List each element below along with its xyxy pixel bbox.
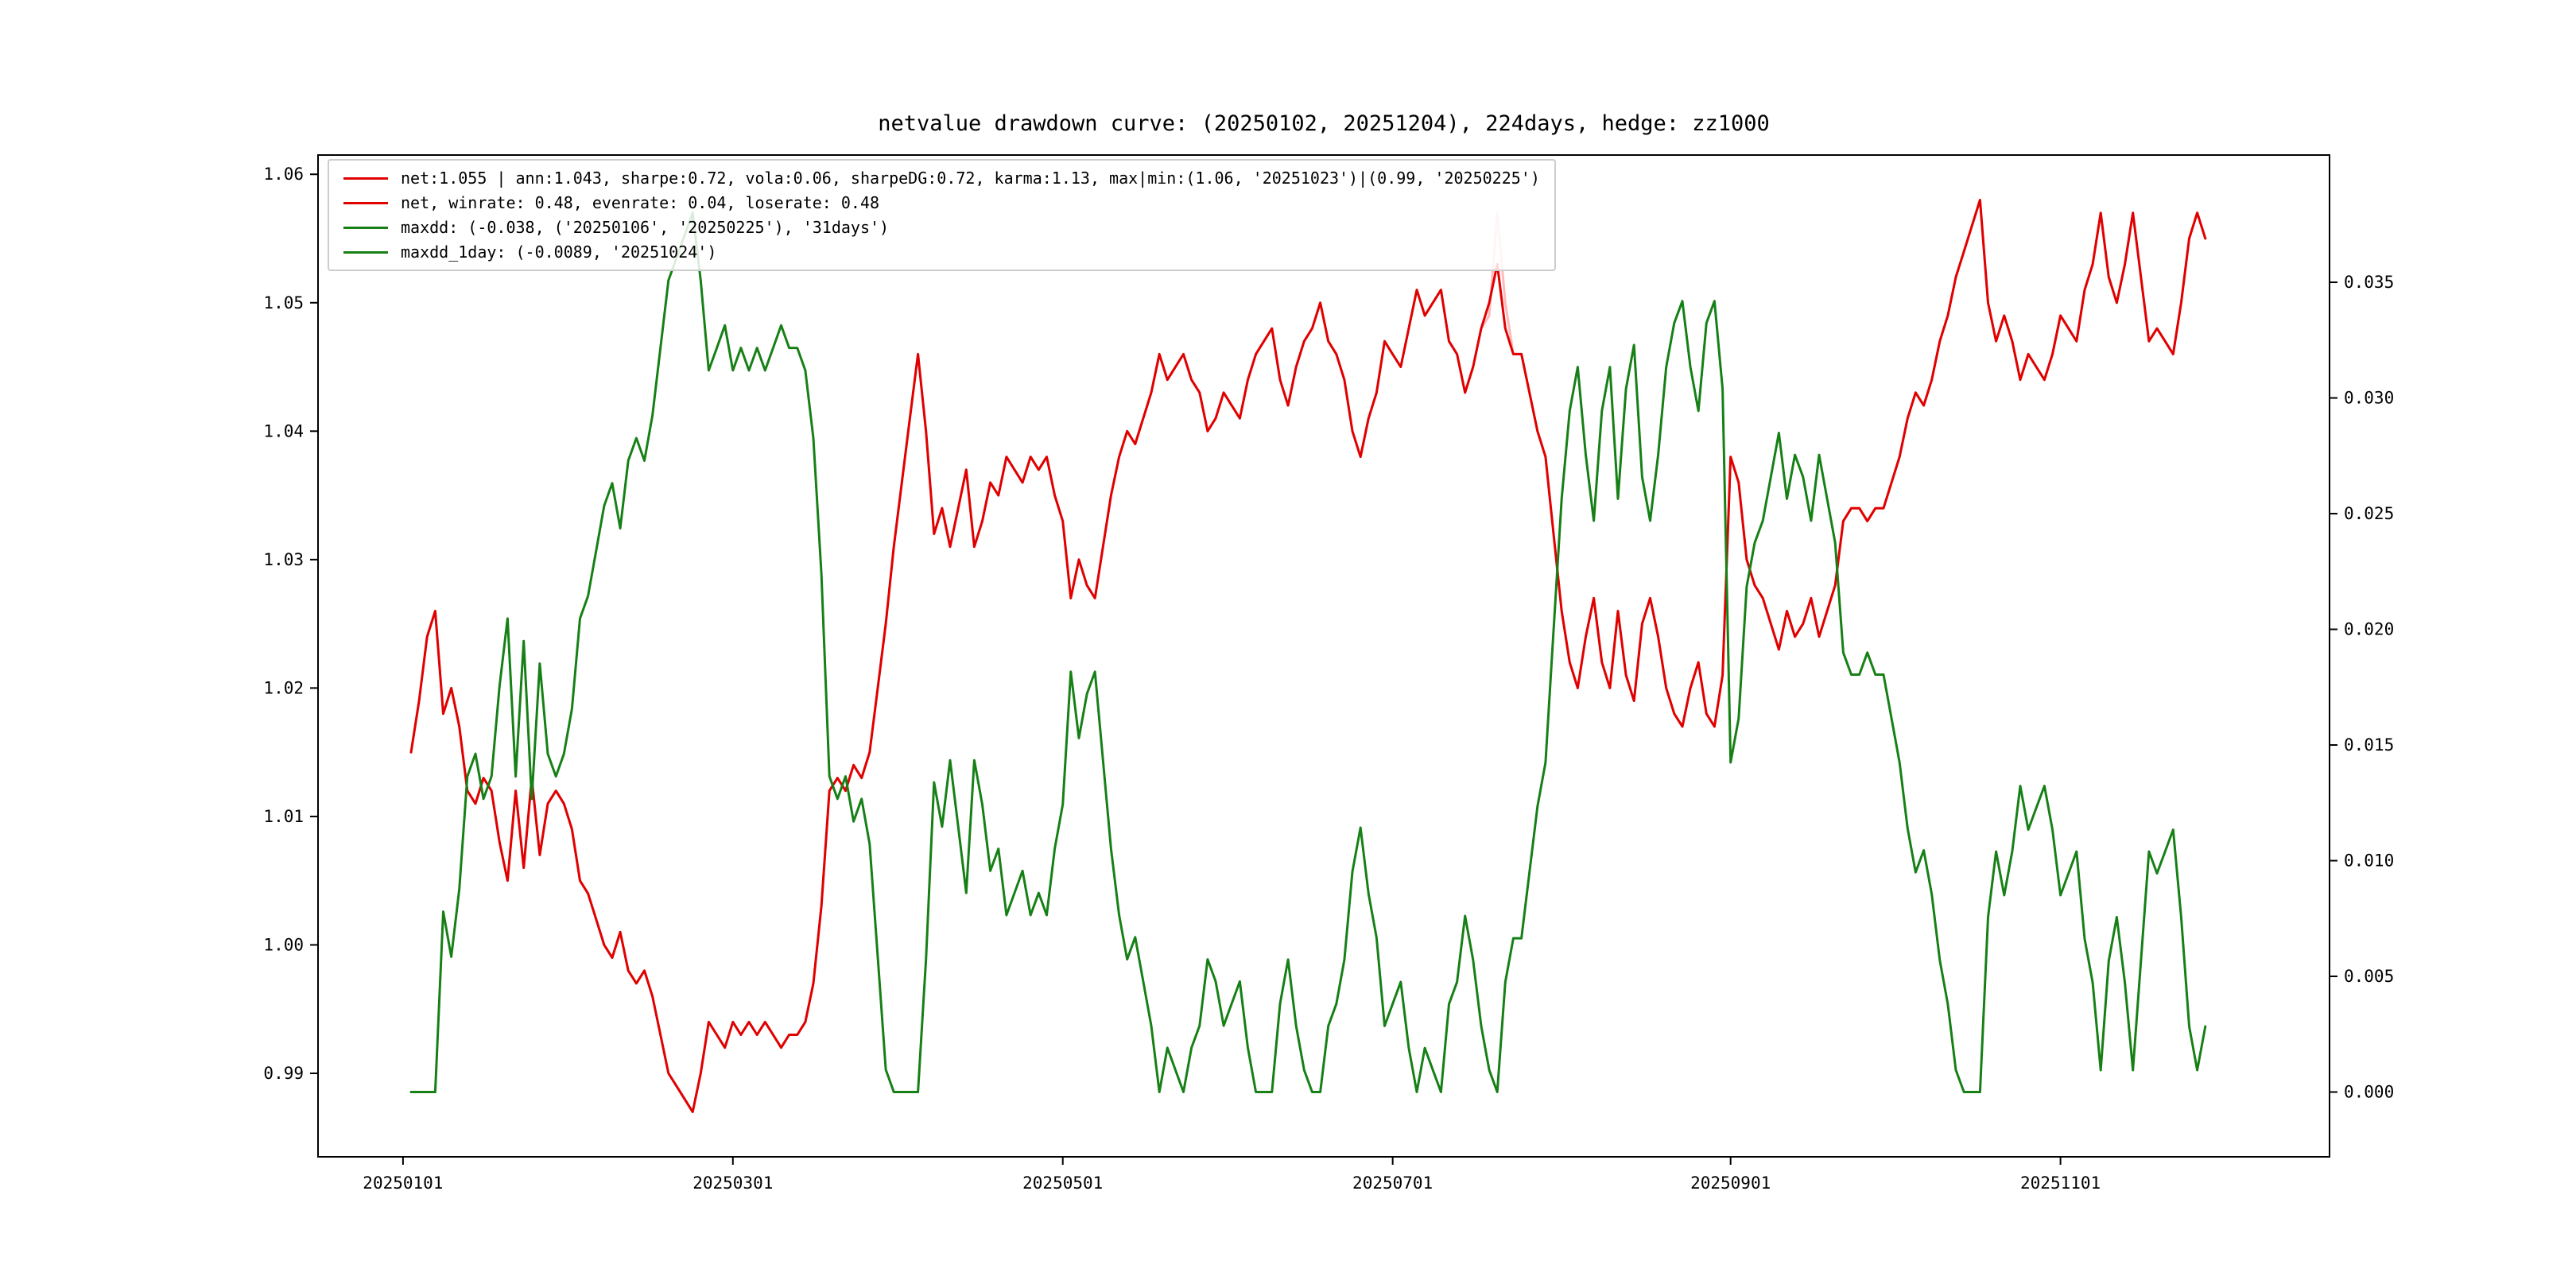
left-axis-tick-label: 1.06	[263, 165, 304, 184]
legend-label: net, winrate: 0.48, evenrate: 0.04, lose…	[401, 193, 880, 212]
legend-line-sample	[343, 226, 388, 229]
legend-label: net:1.055 | ann:1.043, sharpe:0.72, vola…	[401, 169, 1540, 188]
left-axis-tick-label: 0.99	[263, 1064, 304, 1083]
legend-label: maxdd: (-0.038, ('20250106', '20250225')…	[401, 218, 890, 237]
x-axis-tick-label: 20251101	[2020, 1174, 2101, 1193]
legend-line-sample	[343, 201, 388, 204]
right-axis-tick-label: 0.005	[2344, 967, 2394, 986]
left-axis-tick-label: 1.04	[263, 421, 304, 440]
left-axis-tick-label: 1.03	[263, 550, 304, 569]
legend-item: net, winrate: 0.48, evenrate: 0.04, lose…	[343, 193, 1540, 212]
left-axis-tick-label: 1.00	[263, 935, 304, 954]
right-axis-tick-label: 0.020	[2344, 620, 2394, 639]
x-axis-tick-label: 20250901	[1690, 1174, 1771, 1193]
right-axis-tick-label: 0.015	[2344, 735, 2394, 755]
right-axis-tick-label: 0.030	[2344, 389, 2394, 408]
plot-box	[317, 154, 2330, 1158]
legend-line-sample	[343, 250, 388, 254]
legend-line-sample	[343, 177, 388, 180]
series-line-net	[409, 199, 2207, 1113]
x-axis-tick-label: 20250301	[692, 1174, 773, 1193]
x-axis-tick-label: 20250501	[1022, 1174, 1103, 1193]
right-axis-tick-label: 0.010	[2344, 852, 2394, 871]
left-axis-tick-label: 1.02	[263, 678, 304, 697]
legend-label: maxdd_1day: (-0.0089, '20251024')	[401, 242, 717, 262]
chart-title: netvalue drawdown curve: (20250102, 2025…	[878, 111, 1770, 136]
legend-item: maxdd: (-0.038, ('20250106', '20250225')…	[343, 218, 1540, 237]
x-axis-tick-label: 20250101	[363, 1174, 443, 1193]
right-axis-tick-label: 0.035	[2344, 273, 2394, 292]
legend-item: maxdd_1day: (-0.0089, '20251024')	[343, 242, 1540, 262]
legend-item: net:1.055 | ann:1.043, sharpe:0.72, vola…	[343, 169, 1540, 188]
left-axis-tick-label: 1.05	[263, 293, 304, 312]
series-line-maxdd	[409, 211, 2207, 1093]
chart-legend: net:1.055 | ann:1.043, sharpe:0.72, vola…	[328, 159, 1556, 271]
left-axis-tick-label: 1.01	[263, 807, 304, 826]
right-axis-tick-label: 0.000	[2344, 1083, 2394, 1102]
right-axis-tick-label: 0.025	[2344, 504, 2394, 523]
x-axis-tick-label: 20250701	[1352, 1174, 1433, 1193]
